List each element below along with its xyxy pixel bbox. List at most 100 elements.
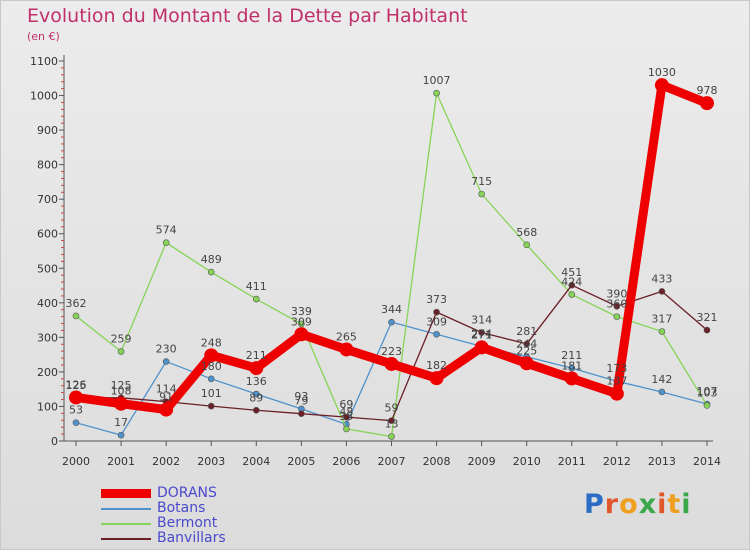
- data-label-bermont: 362: [66, 297, 87, 310]
- logo-letter: i: [657, 489, 668, 520]
- legend-label: DORANS: [157, 485, 217, 501]
- data-label-botans: 180: [201, 360, 222, 373]
- legend-label: Bermont: [157, 515, 218, 531]
- x-tick-label: 2004: [242, 455, 270, 468]
- legend-swatch: [101, 507, 151, 510]
- data-point-bermont: [433, 89, 440, 97]
- legend-label: Botans: [157, 500, 206, 516]
- legend-swatch: [101, 537, 151, 540]
- x-tick-label: 2005: [287, 455, 315, 468]
- x-tick-label: 2000: [62, 455, 90, 468]
- data-label-banvillars: 101: [201, 387, 222, 400]
- y-tick-label: 700: [37, 193, 58, 206]
- data-label-botans: 244: [516, 338, 537, 351]
- x-tick-label: 2009: [468, 455, 496, 468]
- data-label-banvillars: 79: [294, 395, 308, 408]
- legend-item-dorans: DORANS: [101, 486, 226, 501]
- data-point-dorans: [519, 356, 534, 371]
- data-label-dorans: 108: [111, 385, 132, 398]
- data-label-banvillars: 314: [471, 314, 492, 327]
- x-tick-label: 2012: [603, 455, 631, 468]
- data-point-bermont: [388, 433, 395, 440]
- data-point-botans: [658, 388, 666, 396]
- data-point-banvillars: [568, 281, 576, 289]
- data-label-botans: 107: [697, 385, 718, 398]
- y-tick-label: 200: [37, 366, 58, 379]
- x-tick-label: 2008: [423, 455, 451, 468]
- data-point-dorans: [159, 402, 174, 417]
- data-point-dorans: [339, 342, 354, 357]
- logo-letter: r: [604, 489, 620, 520]
- data-label-bermont: 1007: [423, 74, 451, 87]
- data-point-bermont: [298, 320, 305, 328]
- data-point-dorans: [249, 361, 264, 376]
- logo-letter: t: [667, 489, 682, 520]
- x-tick-label: 2003: [197, 455, 225, 468]
- data-label-dorans: 126: [66, 378, 87, 391]
- x-tick-label: 2010: [513, 455, 541, 468]
- logo-letter: P: [584, 489, 605, 520]
- data-label-bermont: 489: [201, 253, 222, 266]
- data-label-bermont: 574: [156, 224, 177, 237]
- data-label-dorans: 225: [516, 344, 537, 357]
- data-point-banvillars: [207, 402, 215, 410]
- x-tick-label: 2006: [332, 455, 360, 468]
- data-point-banvillars: [298, 410, 305, 418]
- data-point-dorans: [474, 340, 489, 355]
- data-point-bermont: [658, 328, 666, 335]
- data-label-banvillars: 321: [697, 311, 718, 324]
- data-point-bermont: [343, 425, 350, 433]
- data-label-bermont: 411: [246, 280, 267, 293]
- data-label-botans: 48: [339, 405, 353, 418]
- y-tick-label: 500: [37, 262, 58, 275]
- y-tick-label: 0: [51, 435, 58, 448]
- y-tick-label: 400: [37, 297, 58, 310]
- data-label-botans: 173: [606, 362, 627, 375]
- data-label-bermont: 13: [385, 418, 399, 431]
- data-label-dorans: 978: [697, 84, 718, 97]
- data-label-banvillars: 114: [156, 383, 177, 396]
- data-point-banvillars: [613, 302, 621, 310]
- data-label-banvillars: 433: [651, 272, 672, 285]
- legend-label: Banvillars: [157, 530, 226, 546]
- data-label-botans: 211: [561, 349, 582, 362]
- data-point-dorans: [384, 356, 399, 371]
- data-point-dorans: [429, 371, 444, 386]
- data-point-dorans: [69, 390, 83, 405]
- data-label-banvillars: 373: [426, 293, 447, 306]
- y-tick-label: 100: [37, 400, 58, 413]
- data-label-dorans: 137: [606, 375, 627, 388]
- data-point-bermont: [252, 295, 260, 303]
- data-label-banvillars: 69: [339, 398, 353, 411]
- data-point-bermont: [117, 348, 125, 355]
- x-tick-label: 2011: [558, 455, 586, 468]
- data-label-bermont: 35: [339, 410, 353, 423]
- y-tick-label: 1000: [30, 90, 58, 103]
- data-label-banvillars: 451: [561, 266, 582, 279]
- data-point-dorans: [114, 396, 129, 411]
- y-tick-label: 900: [37, 124, 58, 137]
- data-point-banvillars: [343, 413, 350, 421]
- legend-swatch: [101, 489, 151, 498]
- data-label-botans: 17: [114, 416, 128, 429]
- chart-title: Evolution du Montant de la Dette par Hab…: [27, 5, 468, 27]
- data-point-bermont: [568, 291, 576, 298]
- data-label-dorans: 265: [336, 330, 357, 343]
- y-tick-label: 1100: [30, 55, 58, 68]
- logo-letter: o: [619, 489, 639, 520]
- data-label-botans: 344: [381, 303, 402, 316]
- data-point-botans: [568, 364, 576, 372]
- data-point-banvillars: [523, 340, 531, 348]
- data-label-dorans: 182: [426, 359, 447, 372]
- data-point-botans: [388, 318, 395, 326]
- data-point-banvillars: [433, 308, 440, 316]
- data-point-bermont: [72, 312, 80, 320]
- data-label-dorans: 271: [471, 328, 492, 341]
- data-label-bermont: 715: [471, 175, 492, 188]
- data-label-dorans: 309: [291, 315, 312, 328]
- data-point-dorans: [700, 96, 714, 111]
- y-tick-label: 300: [37, 331, 58, 344]
- data-label-banvillars: 281: [516, 325, 537, 338]
- data-point-dorans: [654, 78, 669, 93]
- data-label-banvillars: 390: [606, 287, 627, 300]
